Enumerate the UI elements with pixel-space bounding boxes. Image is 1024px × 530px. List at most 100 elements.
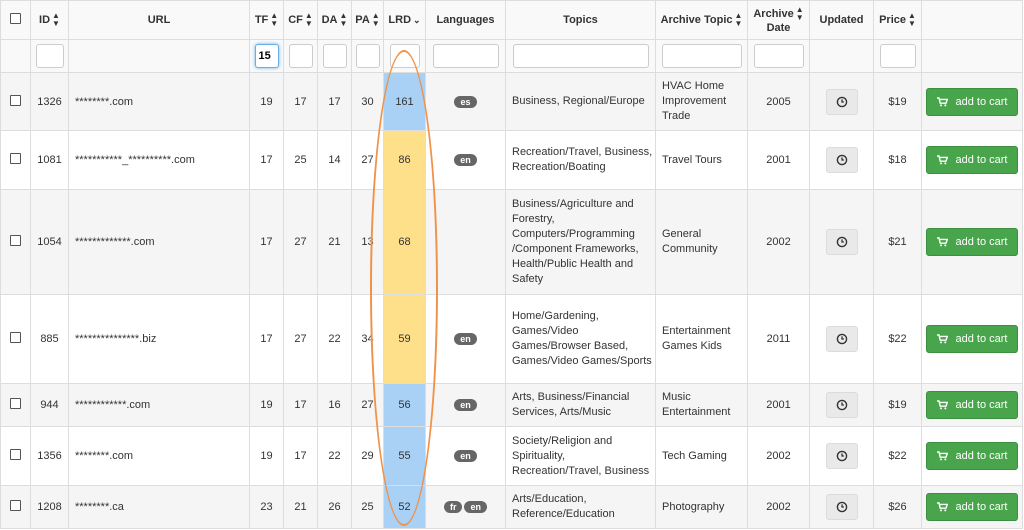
- clock-icon[interactable]: [825, 229, 858, 255]
- clock-icon[interactable]: [825, 494, 858, 520]
- archive-date-cell: 2001: [747, 130, 810, 190]
- lrd-cell: 86: [383, 130, 426, 190]
- add-to-cart-label: add to cart: [955, 450, 1008, 462]
- row-checkbox[interactable]: [10, 235, 21, 246]
- topics-filter-input[interactable]: [512, 44, 649, 68]
- languages-filter-input[interactable]: [432, 44, 499, 68]
- col-tf-header[interactable]: TF ▲ ▼: [249, 0, 284, 40]
- clock-icon[interactable]: [825, 147, 858, 173]
- archive-date-filter-input[interactable]: [753, 44, 804, 68]
- languages-cell: fr en: [425, 485, 506, 529]
- table-row: 944 ************.com 19 17 16 27 56 en A…: [0, 383, 1023, 427]
- row-checkbox[interactable]: [10, 153, 21, 164]
- archive-topic-cell: Photography: [655, 485, 748, 529]
- row-select-cell[interactable]: [0, 294, 31, 384]
- row-select-cell[interactable]: [0, 383, 31, 427]
- sort-updown-icon[interactable]: ▲ ▼: [339, 11, 348, 28]
- tf-cell: 19: [249, 383, 284, 427]
- lrd-cell: 68: [383, 189, 426, 295]
- id-cell: 1208: [30, 485, 69, 529]
- header-row: ID ▲ ▼ URL TF ▲ ▼ CF ▲ ▼ DA ▲ ▼ PA ▲ ▼ LRD ⌄ Langua…: [0, 0, 1023, 40]
- row-select-cell[interactable]: [0, 130, 31, 190]
- id-filter-input[interactable]: [35, 44, 64, 68]
- sort-updown-icon[interactable]: ▲ ▼: [52, 11, 60, 28]
- price-cell: $19: [873, 72, 922, 131]
- languages-cell: en: [425, 294, 506, 384]
- price-filter-input[interactable]: [879, 44, 916, 68]
- col-lrd-header[interactable]: LRD ⌄: [383, 0, 426, 40]
- add-to-cart-button[interactable]: add to cart: [926, 325, 1018, 353]
- row-select-cell[interactable]: [0, 426, 31, 486]
- cf-cell: 27: [283, 189, 318, 295]
- pa-filter-input[interactable]: [355, 44, 380, 68]
- clock-icon[interactable]: [825, 88, 858, 115]
- add-to-cart-button[interactable]: add to cart: [926, 442, 1018, 470]
- row-select-cell[interactable]: [0, 189, 31, 295]
- sort-updown-icon[interactable]: ▲ ▼: [908, 11, 916, 28]
- col-archive-topic-header[interactable]: Archive Topic ▲ ▼: [655, 0, 748, 40]
- table-row: 1054 *************.com 17 27 21 13 68 Bu…: [0, 189, 1023, 295]
- add-to-cart-button[interactable]: add to cart: [926, 146, 1018, 174]
- archive-topic-cell: HVAC Home Improvement Trade: [655, 72, 748, 131]
- clock-icon[interactable]: [825, 443, 858, 469]
- col-id-header[interactable]: ID ▲ ▼: [30, 0, 69, 40]
- topics-cell: Business, Regional/Europe: [505, 72, 656, 131]
- col-action-header: [921, 0, 1023, 40]
- row-select-cell[interactable]: [0, 72, 31, 131]
- add-to-cart-label: add to cart: [955, 236, 1008, 248]
- sort-updown-icon[interactable]: ▲ ▼: [795, 5, 804, 22]
- col-da-header[interactable]: DA ▲ ▼: [317, 0, 352, 40]
- add-to-cart-button[interactable]: add to cart: [926, 391, 1018, 419]
- shopping-cart-icon: [936, 502, 948, 512]
- col-cf-header[interactable]: CF ▲ ▼: [283, 0, 318, 40]
- archive-date-cell: 2005: [747, 72, 810, 131]
- row-checkbox[interactable]: [10, 332, 21, 343]
- pa-cell: 13: [351, 189, 384, 295]
- sort-desc-icon[interactable]: ⌄: [413, 15, 421, 26]
- archive-topic-cell: Travel Tours: [655, 130, 748, 190]
- lrd-filter-input[interactable]: [389, 44, 420, 68]
- shopping-cart-icon: [936, 400, 948, 410]
- col-archive-date-header[interactable]: Archive ▲ ▼ Date: [747, 0, 810, 40]
- updated-cell: [809, 130, 874, 190]
- id-cell: 944: [30, 383, 69, 427]
- tf-filter-input[interactable]: [254, 44, 279, 68]
- select-all-checkbox[interactable]: [10, 13, 21, 24]
- lrd-cell: 59: [383, 294, 426, 384]
- url-cell: *************.com: [68, 189, 250, 295]
- sort-updown-icon[interactable]: ▲ ▼: [734, 11, 743, 28]
- cf-cell: 17: [283, 383, 318, 427]
- action-cell: add to cart: [921, 383, 1023, 427]
- clock-icon[interactable]: [825, 392, 858, 418]
- da-filter-input[interactable]: [322, 44, 347, 68]
- da-cell: 22: [317, 426, 352, 486]
- row-select-cell[interactable]: [0, 485, 31, 529]
- row-checkbox[interactable]: [10, 449, 21, 460]
- archive-topic-filter-input[interactable]: [661, 44, 742, 68]
- cf-filter-input[interactable]: [288, 44, 313, 68]
- topics-cell: Arts/Education, Reference/Education: [505, 485, 656, 529]
- row-checkbox[interactable]: [10, 398, 21, 409]
- id-cell: 885: [30, 294, 69, 384]
- add-to-cart-button[interactable]: add to cart: [926, 228, 1018, 256]
- table-row: 885 ***************.biz 17 27 22 34 59 e…: [0, 294, 1023, 384]
- col-price-header[interactable]: Price ▲ ▼: [873, 0, 922, 40]
- sort-updown-icon[interactable]: ▲ ▼: [371, 11, 380, 28]
- row-checkbox[interactable]: [10, 500, 21, 511]
- select-all-header[interactable]: [0, 0, 31, 40]
- add-to-cart-button[interactable]: add to cart: [926, 87, 1018, 116]
- row-checkbox[interactable]: [10, 94, 21, 106]
- add-to-cart-button[interactable]: add to cart: [926, 493, 1018, 521]
- language-badge: en: [454, 450, 477, 462]
- sort-updown-icon[interactable]: ▲ ▼: [304, 11, 313, 28]
- col-pa-header[interactable]: PA ▲ ▼: [351, 0, 384, 40]
- clock-icon[interactable]: [825, 326, 858, 352]
- lrd-cell: 161: [383, 72, 426, 131]
- da-cell: 21: [317, 189, 352, 295]
- sort-updown-icon[interactable]: ▲ ▼: [270, 11, 279, 28]
- updated-cell: [809, 383, 874, 427]
- archive-date-cell: 2011: [747, 294, 810, 384]
- da-cell: 14: [317, 130, 352, 190]
- archive-date-cell: 2002: [747, 426, 810, 486]
- price-cell: $22: [873, 426, 922, 486]
